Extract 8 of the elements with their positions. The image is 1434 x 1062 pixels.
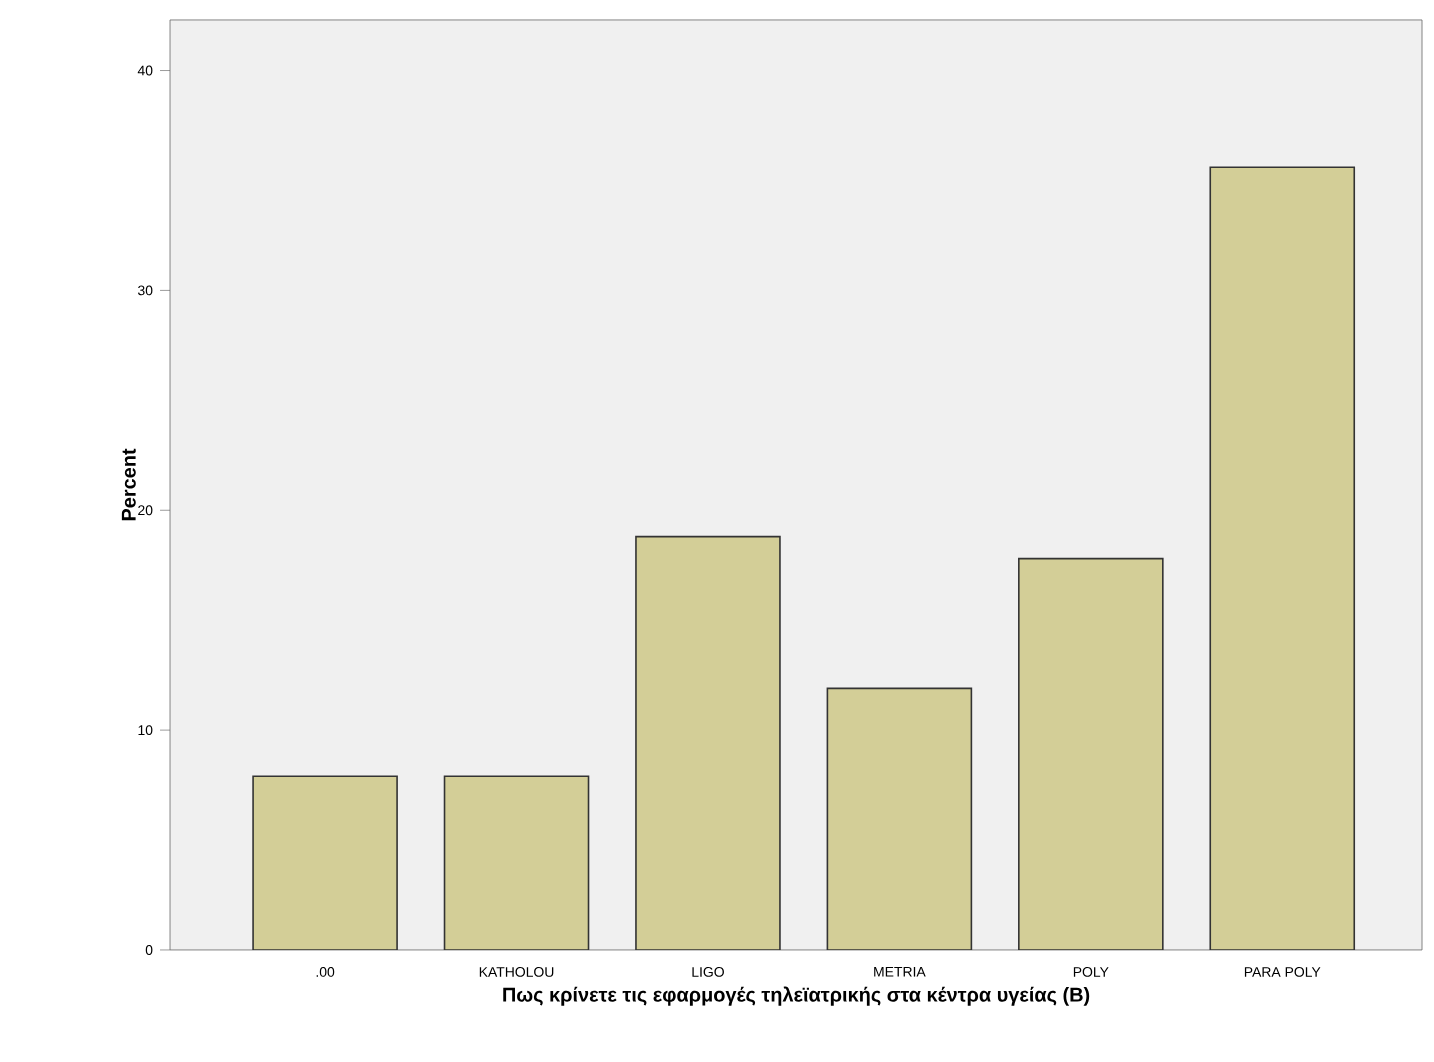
bar bbox=[1209, 166, 1356, 950]
x-axis-title: Πως κρίνετε τις εφαρμογές τηλεϊατρικής στα κέντρα υγείας (Β) bbox=[503, 986, 1090, 1006]
bar bbox=[635, 535, 781, 950]
bar bbox=[252, 775, 398, 950]
y-axis-title: Percent bbox=[121, 448, 136, 521]
bar bbox=[1018, 557, 1164, 950]
bar bbox=[826, 687, 973, 950]
bar bbox=[443, 775, 590, 950]
